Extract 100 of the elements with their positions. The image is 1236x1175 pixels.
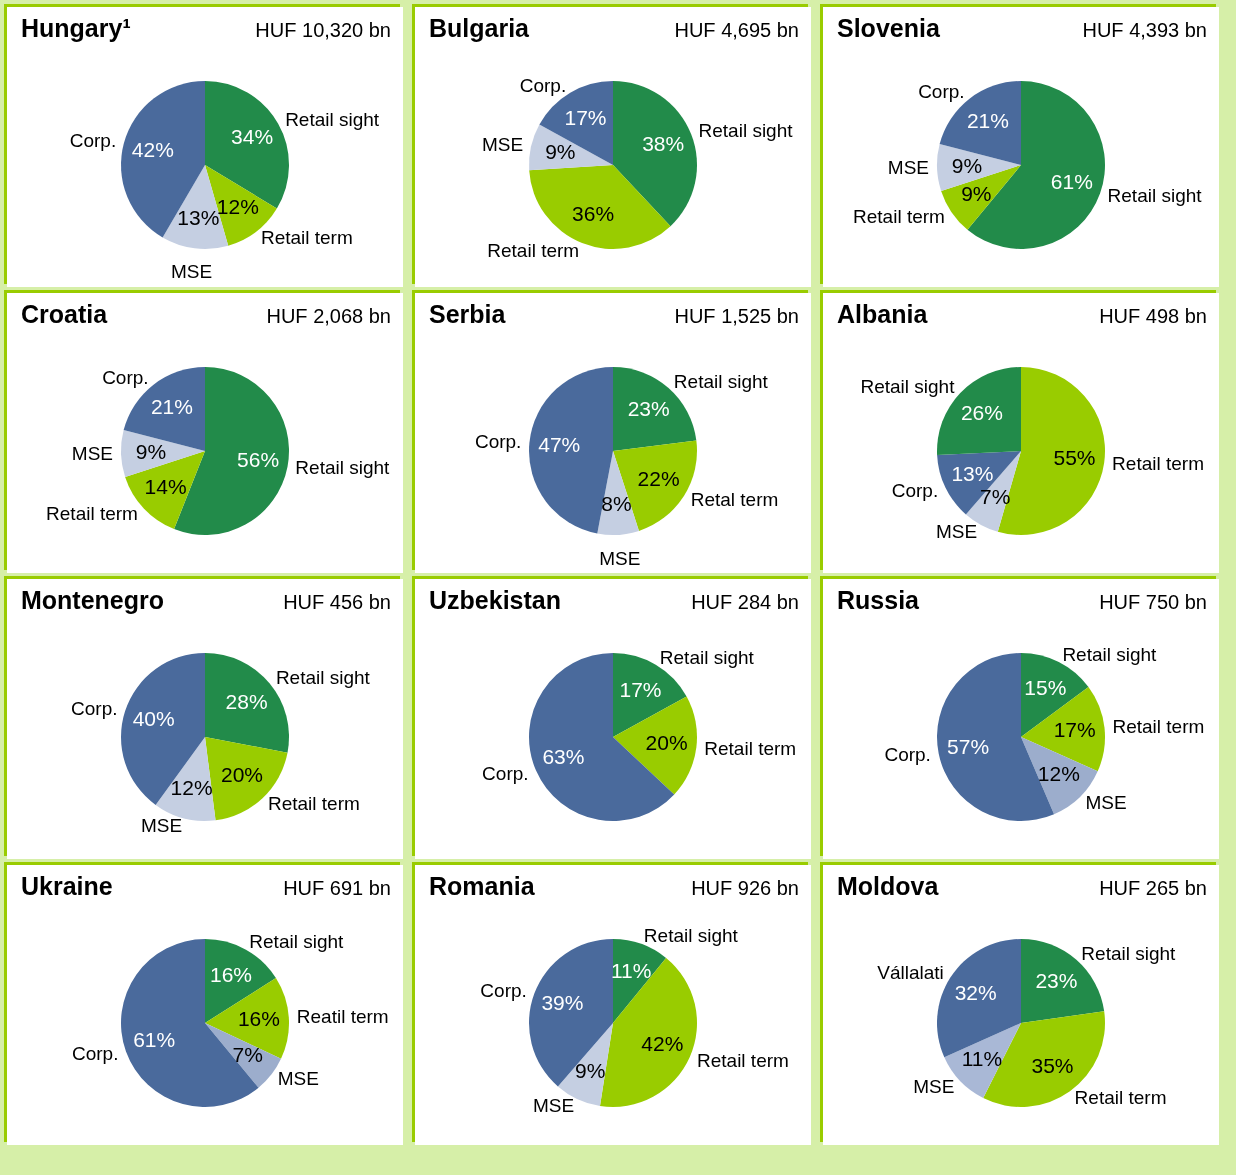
data-label: 15% bbox=[1024, 675, 1067, 699]
slice-label: MSE bbox=[171, 261, 213, 283]
chart-title: Albania bbox=[837, 300, 929, 328]
data-label: 9% bbox=[135, 439, 167, 463]
slice-label: Retail term bbox=[704, 737, 797, 759]
data-label: 7% bbox=[232, 1043, 263, 1067]
data-label: 57% bbox=[947, 734, 990, 758]
pie-slice bbox=[613, 696, 697, 795]
data-label: 11% bbox=[961, 1047, 1003, 1071]
slice-label: Retail sight bbox=[673, 370, 769, 392]
slice-label: MSE bbox=[1085, 791, 1127, 813]
chart-subtitle: HUF 4,695 bn bbox=[674, 19, 799, 41]
chart-subtitle: HUF 10,320 bn bbox=[255, 19, 391, 41]
data-label: 42% bbox=[641, 1032, 684, 1056]
slice-label: Retal term bbox=[690, 489, 779, 511]
chart-title: Slovenia bbox=[837, 14, 941, 42]
chart-title: Serbia bbox=[429, 300, 507, 328]
slice-label: Retail sight bbox=[285, 108, 380, 130]
chart-subtitle: HUF 2,068 bn bbox=[266, 305, 391, 327]
slice-label: MSE bbox=[887, 156, 930, 178]
chart-title: Hungary¹ bbox=[21, 14, 131, 42]
slice-label: MSE bbox=[277, 1068, 319, 1090]
slice-label: Retail sight bbox=[643, 925, 739, 947]
pie-slice bbox=[529, 939, 613, 1087]
chart-subtitle: HUF 265 bn bbox=[1099, 877, 1207, 899]
data-label: 9% bbox=[951, 153, 983, 177]
pie-slice bbox=[937, 451, 1021, 515]
slice-label: Reatil term bbox=[296, 1006, 389, 1028]
chart-title: Bulgaria bbox=[429, 14, 531, 42]
slice-label: Retail term bbox=[1112, 716, 1205, 737]
chart-subtitle: HUF 284 bn bbox=[691, 591, 799, 613]
data-label: 28% bbox=[225, 689, 268, 713]
data-label: 61% bbox=[1050, 170, 1093, 194]
data-label: 20% bbox=[220, 763, 263, 787]
slice-label: MSE bbox=[533, 1095, 575, 1117]
chart-title: Moldova bbox=[837, 872, 940, 900]
slice-label: MSE bbox=[71, 442, 114, 464]
slice-label: Corp. bbox=[480, 979, 527, 1001]
data-label: 17% bbox=[1053, 718, 1096, 742]
chart-subtitle: HUF 498 bn bbox=[1099, 305, 1207, 327]
data-label: 55% bbox=[1053, 445, 1096, 469]
data-label: 9% bbox=[961, 182, 992, 206]
data-label: 23% bbox=[1035, 969, 1078, 993]
data-label: 61% bbox=[133, 1028, 176, 1052]
chart-title: Russia bbox=[837, 586, 921, 614]
slice-label: Corp. bbox=[102, 367, 149, 389]
chart-subtitle: HUF 1,525 bn bbox=[674, 305, 799, 327]
chart-title: Montenegro bbox=[21, 586, 165, 614]
slice-label: Retail term bbox=[46, 502, 138, 524]
slice-label: Corp. bbox=[482, 762, 529, 784]
data-label: 39% bbox=[541, 991, 584, 1015]
slice-label: Retail term bbox=[1074, 1086, 1167, 1108]
data-label: 14% bbox=[144, 474, 187, 498]
data-label: 13% bbox=[177, 205, 220, 229]
data-label: 34% bbox=[231, 125, 274, 149]
chart-subtitle: HUF 691 bn bbox=[283, 877, 391, 899]
slice-label: Corp. bbox=[519, 74, 567, 96]
data-label: 13% bbox=[951, 461, 994, 485]
data-label: 17% bbox=[564, 105, 607, 129]
data-label: 21% bbox=[966, 109, 1009, 133]
data-label: 16% bbox=[210, 962, 253, 986]
chart-title: Uzbekistan bbox=[429, 586, 561, 614]
slice-label: MSE bbox=[599, 547, 641, 569]
data-label: 20% bbox=[645, 730, 688, 754]
slice-label: Retail sight bbox=[1081, 942, 1177, 964]
data-label: 35% bbox=[1031, 1053, 1074, 1077]
data-label: 56% bbox=[237, 448, 280, 472]
slice-label: Retail sight bbox=[275, 667, 371, 689]
slice-label: Corp. bbox=[474, 431, 522, 453]
slice-label: Retail sight bbox=[295, 457, 391, 479]
chart-title: Ukraine bbox=[21, 872, 113, 900]
data-label: 63% bbox=[542, 745, 585, 769]
slice-label: MSE bbox=[913, 1075, 955, 1097]
data-label: 12% bbox=[170, 776, 213, 800]
data-label: 11% bbox=[610, 959, 652, 983]
data-label: 22% bbox=[637, 466, 680, 490]
slice-label: Corp. bbox=[918, 81, 965, 103]
slice-label: MSE bbox=[935, 520, 978, 542]
slice-label: Retail term bbox=[697, 1049, 789, 1071]
slice-label: Corp. bbox=[69, 129, 117, 151]
data-label: 23% bbox=[627, 397, 670, 421]
slice-label: Corp. bbox=[891, 480, 939, 502]
data-label: 36% bbox=[572, 202, 615, 226]
chart-subtitle: HUF 456 bn bbox=[283, 591, 391, 613]
slice-label: Corp. bbox=[71, 697, 118, 719]
slice-label: Corp. bbox=[884, 744, 931, 766]
slice-label: MSE bbox=[482, 133, 524, 155]
data-label: 32% bbox=[954, 980, 997, 1004]
slice-label: Retail term bbox=[267, 793, 360, 815]
slice-label: Corp. bbox=[71, 1043, 119, 1065]
data-label: 26% bbox=[960, 400, 1003, 424]
data-label: 9% bbox=[545, 140, 576, 164]
slice-label: Retail term bbox=[260, 227, 353, 249]
pie-slice bbox=[155, 737, 216, 821]
slice-label: Retail sight bbox=[659, 646, 755, 668]
data-label: 47% bbox=[538, 432, 581, 456]
data-label: 8% bbox=[601, 491, 632, 515]
slice-label: MSE bbox=[140, 815, 183, 837]
slice-label: Retail sight bbox=[860, 376, 956, 398]
slice-label: Retail term bbox=[487, 239, 580, 261]
